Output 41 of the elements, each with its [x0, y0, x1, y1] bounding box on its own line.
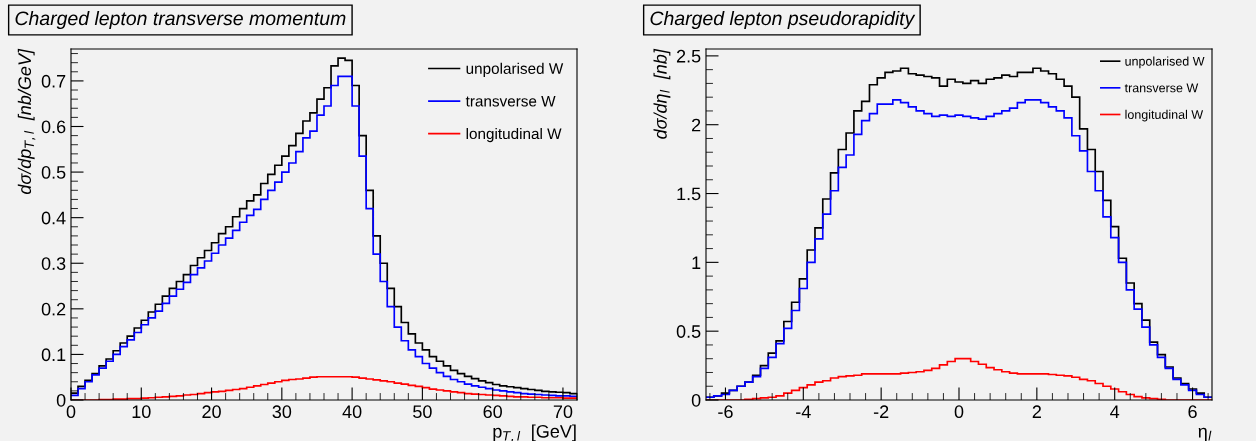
x-axis-title: η$_{l}$ [1198, 427, 1212, 441]
x-tick-label: 10 [132, 405, 151, 419]
y-tick-label: 0.3 [41, 257, 66, 270]
y-tick-label: 0 [691, 393, 701, 407]
legend-label: transverse W [1124, 83, 1199, 93]
x-tick-label: 30 [272, 405, 292, 419]
y-tick-label: 2 [692, 118, 701, 132]
y-axis-title: dσ/dp$_{T,l}$ [nb/GeV] [17, 48, 36, 195]
legend-label: longitudinal W [466, 127, 562, 143]
y-tick-label: 0.6 [41, 120, 66, 134]
y-tick-label: 1 [692, 256, 701, 269]
x-tick-label: 0 [66, 405, 76, 419]
x-tick-label: 0 [954, 405, 964, 419]
y-tick-label: 0 [56, 393, 66, 407]
legend-label: transverse W [465, 95, 556, 107]
x-tick-label: 20 [202, 405, 221, 419]
y-tick-label: 0.1 [41, 348, 66, 362]
x-axis-title: p$_{T,l}$ [GeV] [493, 424, 576, 441]
x-tick-label: -2 [873, 405, 889, 418]
x-tick-label: 60 [483, 405, 502, 419]
legend-label: unpolarised W [1125, 56, 1205, 69]
y-tick-label: 0.4 [41, 211, 66, 225]
x-tick-label: 70 [553, 405, 573, 419]
legend-label: unpolarised W [466, 62, 564, 77]
x-tick-label: 4 [1110, 405, 1120, 418]
x-tick-label: 6 [1188, 405, 1197, 419]
y-tick-label: 0.5 [41, 166, 66, 179]
y-tick-label: 0.7 [41, 74, 66, 88]
x-tick-label: 2 [1032, 405, 1041, 418]
chart-title: Charged lepton transverse momentum [15, 10, 346, 30]
chart-title: Charged lepton pseudorapidity [650, 10, 916, 30]
y-tick-label: 0.2 [41, 302, 66, 316]
y-axis-title: dσ/dη$_{l}$ [nb] [653, 48, 671, 139]
x-tick-label: -6 [718, 405, 733, 419]
y-tick-label: 2.5 [676, 49, 701, 63]
legend-label: longitudinal W [1125, 109, 1204, 122]
x-tick-label: 40 [342, 405, 362, 419]
y-tick-label: 0.5 [676, 325, 701, 338]
x-tick-label: 50 [413, 405, 432, 419]
x-tick-label: -4 [796, 405, 811, 418]
y-tick-label: 1.5 [677, 187, 701, 201]
